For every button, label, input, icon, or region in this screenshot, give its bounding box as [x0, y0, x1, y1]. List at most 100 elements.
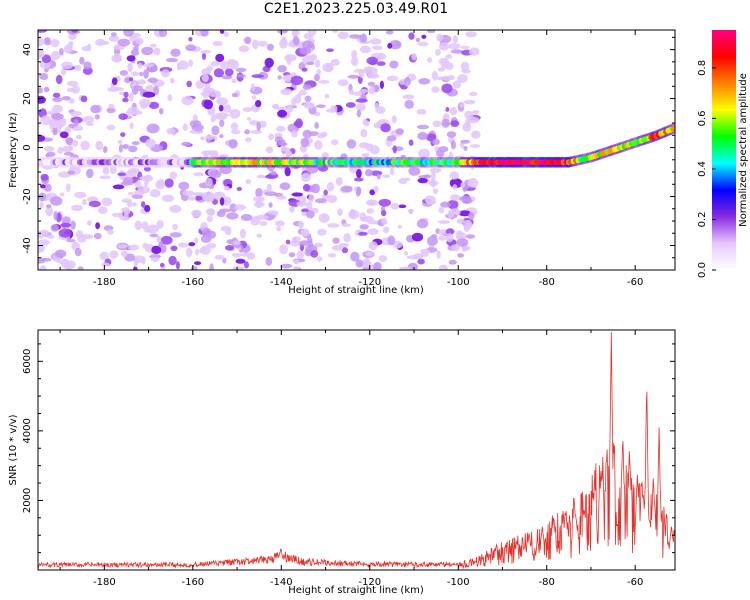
heatmap-cell	[186, 80, 192, 88]
heatmap-cell	[373, 261, 382, 270]
heatmap-cell	[365, 251, 374, 257]
heatmap-cell	[452, 35, 458, 44]
heatmap-x-axis-label: Height of straight line (km)	[288, 285, 424, 296]
heatmap-cell	[107, 229, 114, 235]
heatmap-cell	[139, 71, 144, 77]
heatmap-cell	[325, 62, 334, 72]
heatmap-cell	[127, 106, 140, 116]
heatmap-cell	[259, 221, 268, 226]
heatmap-cell	[670, 125, 675, 132]
heatmap-ridge	[38, 123, 675, 168]
heatmap-cell	[208, 150, 219, 156]
heatmap-cell	[141, 221, 149, 230]
heatmap-cell	[44, 37, 51, 43]
heatmap-cell	[219, 197, 225, 206]
heatmap-cell	[134, 180, 142, 188]
heatmap-cell	[87, 43, 92, 52]
heatmap-cell	[303, 32, 314, 40]
heatmap-cell	[280, 263, 293, 269]
heatmap-cell	[194, 237, 199, 244]
heatmap-cell	[460, 45, 470, 50]
heatmap-cell	[118, 113, 128, 120]
heatmap-cell	[208, 90, 220, 97]
colorbar-tick-label: 0.8	[697, 60, 708, 76]
heatmap-y-tick-label: -40	[22, 237, 33, 253]
heatmap-cell	[359, 45, 372, 54]
heatmap-cell	[463, 145, 468, 151]
heatmap-cell	[376, 61, 386, 66]
colorbar-gradient	[712, 30, 736, 270]
heatmap-cell	[45, 206, 54, 217]
heatmap-cell	[285, 74, 292, 82]
heatmap-cell	[231, 252, 242, 258]
heatmap-cell	[452, 80, 462, 89]
heatmap-cell	[279, 182, 291, 190]
heatmap-cell	[465, 31, 477, 38]
heatmap-cell	[136, 79, 147, 85]
heatmap-cell	[111, 77, 118, 86]
heatmap-cell	[52, 92, 61, 98]
heatmap-cell	[151, 257, 160, 262]
heatmap-cell	[127, 244, 140, 251]
heatmap-cell	[364, 66, 375, 74]
heatmap-cell	[404, 76, 411, 86]
heatmap-cell	[265, 174, 275, 179]
heatmap-cell	[369, 189, 376, 196]
heatmap-cell	[445, 54, 453, 59]
heatmap-cell	[71, 204, 83, 212]
heatmap-cell	[129, 122, 134, 130]
heatmap-cell	[358, 231, 368, 236]
heatmap-cell	[256, 174, 266, 179]
colorbar-tick-label: 0.2	[697, 212, 708, 228]
heatmap-cell	[146, 123, 160, 134]
heatmap-cell	[208, 208, 215, 216]
colorbar-tick-label: 0.6	[697, 110, 708, 126]
heatmap-cell	[53, 211, 58, 221]
heatmap-cell	[247, 117, 252, 121]
heatmap-cell	[126, 55, 136, 62]
heatmap-cell	[55, 74, 63, 85]
heatmap-cell	[40, 115, 52, 126]
heatmap-cell	[458, 210, 471, 217]
heatmap-cell	[366, 208, 374, 214]
heatmap-cell	[308, 194, 315, 202]
heatmap-cell	[373, 185, 379, 193]
heatmap-cell	[38, 30, 47, 33]
heatmap-cell	[315, 104, 326, 108]
heatmap-cell	[200, 50, 212, 54]
heatmap-x-ticks: -180 -160 -140 -120 -100 -80 -60	[59, 30, 643, 288]
heatmap-cell	[461, 245, 471, 251]
heatmap-cell	[449, 106, 458, 116]
heatmap-cell	[218, 104, 224, 112]
heatmap-cell	[431, 234, 438, 239]
heatmap-cell	[316, 68, 322, 76]
heatmap-cell	[153, 47, 161, 56]
heatmap-cell	[181, 141, 192, 147]
heatmap-cell	[224, 31, 229, 37]
heatmap-cell	[281, 36, 287, 45]
heatmap-cell	[447, 199, 459, 210]
heatmap-cell	[250, 130, 262, 134]
heatmap-cell	[431, 86, 440, 93]
heatmap-cell	[468, 47, 480, 56]
heatmap-cell	[200, 30, 209, 37]
heatmap-cell	[194, 195, 203, 201]
heatmap-cell	[432, 138, 440, 145]
heatmap-cell	[302, 84, 312, 90]
heatmap-cell	[38, 37, 45, 47]
colorbar-ticks: 0.0 0.2 0.4 0.6 0.8	[697, 60, 716, 278]
heatmap-cell	[437, 220, 451, 224]
heatmap-cell	[119, 70, 128, 76]
heatmap-cell	[463, 99, 476, 105]
heatmap-cell	[59, 131, 69, 139]
heatmap-cell	[82, 116, 95, 123]
heatmap-cell	[335, 177, 343, 186]
heatmap-cell	[205, 177, 213, 187]
heatmap-cell	[387, 235, 396, 246]
heatmap-cell	[432, 120, 442, 128]
heatmap-cell	[82, 198, 87, 206]
snr-x-tick-label: -60	[627, 577, 643, 588]
heatmap-cell	[182, 190, 195, 197]
heatmap-x-tick-label: -120	[358, 277, 381, 288]
heatmap-cell	[193, 120, 198, 125]
